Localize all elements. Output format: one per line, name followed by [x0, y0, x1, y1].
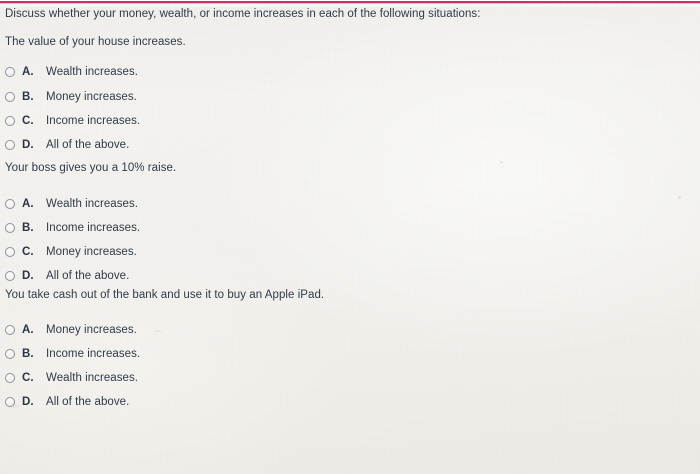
- option-label: Wealth increases.: [46, 198, 139, 210]
- option-letter: D.: [22, 270, 34, 282]
- option-row-2c[interactable]: C. Money increases.: [5, 244, 137, 260]
- option-letter: C.: [22, 372, 34, 384]
- option-letter: B.: [22, 348, 34, 360]
- option-label: All of the above.: [46, 270, 130, 282]
- radio-button-icon[interactable]: [5, 223, 15, 233]
- option-label: Money increases.: [46, 324, 137, 336]
- radio-button-icon[interactable]: [5, 397, 15, 407]
- option-row-1c[interactable]: C. Income increases.: [5, 113, 140, 129]
- option-row-1b[interactable]: B. Money increases.: [5, 89, 137, 105]
- radio-button-icon[interactable]: [5, 67, 15, 77]
- option-label: Wealth increases.: [46, 372, 139, 384]
- option-row-1a[interactable]: A. Wealth increases.: [5, 64, 138, 80]
- option-label: Wealth increases.: [46, 66, 139, 78]
- option-row-2d[interactable]: D. All of the above.: [5, 268, 129, 284]
- option-row-3d[interactable]: D. All of the above.: [5, 394, 129, 410]
- option-label: Income increases.: [46, 115, 141, 127]
- option-letter: C.: [22, 246, 34, 258]
- question-prompt-3: You take cash out of the bank and use it…: [5, 289, 325, 301]
- option-label: All of the above.: [46, 396, 130, 408]
- radio-button-icon[interactable]: [5, 199, 15, 209]
- option-label: Income increases.: [46, 222, 141, 234]
- option-row-1d[interactable]: D. All of the above.: [5, 137, 129, 153]
- question-prompt-1: The value of your house increases.: [5, 36, 186, 48]
- option-row-3b[interactable]: B. Income increases.: [5, 346, 140, 362]
- option-label: Income increases.: [46, 348, 141, 360]
- option-label: Money increases.: [46, 91, 137, 103]
- option-letter: D.: [22, 139, 34, 151]
- option-letter: D.: [22, 396, 34, 408]
- radio-button-icon[interactable]: [5, 373, 15, 383]
- option-letter: A.: [22, 66, 34, 78]
- option-letter: B.: [22, 91, 34, 103]
- question-prompt-2: Your boss gives you a 10% raise.: [5, 162, 177, 174]
- radio-button-icon[interactable]: [5, 271, 15, 281]
- radio-button-icon[interactable]: [5, 325, 15, 335]
- radio-button-icon[interactable]: [5, 349, 15, 359]
- option-letter: B.: [22, 222, 34, 234]
- accent-top-strip: [0, 0, 700, 7]
- option-row-3c[interactable]: C. Wealth increases.: [5, 370, 138, 386]
- page-title: Discuss whether your money, wealth, or i…: [5, 8, 481, 20]
- option-letter: A.: [22, 198, 34, 210]
- option-row-2a[interactable]: A. Wealth increases.: [5, 196, 138, 212]
- option-row-3a[interactable]: A. Money increases.: [5, 322, 137, 338]
- radio-button-icon[interactable]: [5, 92, 15, 102]
- option-label: All of the above.: [46, 139, 130, 151]
- option-label: Money increases.: [46, 246, 137, 258]
- radio-button-icon[interactable]: [5, 116, 15, 126]
- radio-button-icon[interactable]: [5, 247, 15, 257]
- option-letter: A.: [22, 324, 34, 336]
- radio-button-icon[interactable]: [5, 140, 15, 150]
- option-row-2b[interactable]: B. Income increases.: [5, 220, 140, 236]
- option-letter: C.: [22, 115, 34, 127]
